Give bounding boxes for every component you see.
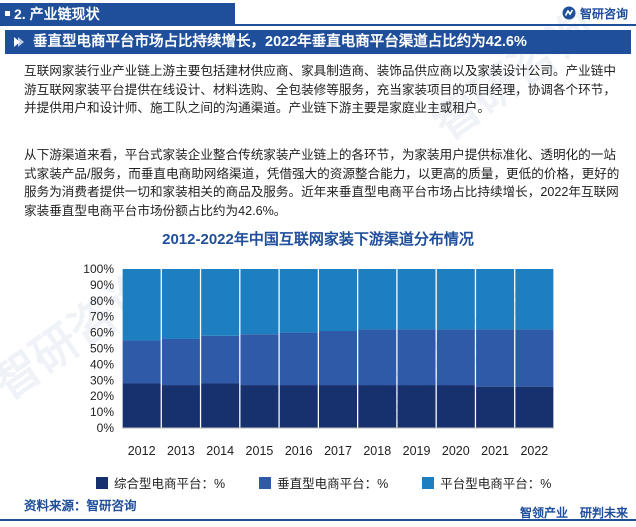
y-tick-label: 80% (90, 294, 114, 308)
headline-banner: 垂直型电商平台市场占比持续增长，2022年垂直电商平台渠道占比约为42.6% (5, 30, 631, 54)
x-tick-label: 2022 (520, 444, 548, 458)
y-tick-label: 0% (97, 421, 115, 435)
y-tick-label: 10% (90, 405, 114, 419)
bar-segment (319, 269, 357, 332)
bar-segment (240, 334, 279, 386)
legend: 综合型电商平台：% 垂直型电商平台：% 平台型电商平台：% (96, 473, 551, 492)
y-tick-label: 40% (90, 357, 114, 371)
bar-segment (122, 269, 161, 341)
bar-segment (122, 340, 161, 384)
bar-segment (476, 329, 515, 387)
bar-segment (161, 338, 200, 386)
y-tick-label: 100% (83, 262, 114, 276)
source-note: 资料来源：智研咨询 (24, 499, 137, 513)
bar-segment (122, 383, 161, 428)
slogan-left: 智领产业 (519, 506, 568, 520)
bar-segment (201, 383, 240, 428)
bar-segment (319, 385, 357, 428)
y-tick-label: 50% (90, 342, 114, 356)
x-tick-label: 2016 (285, 444, 313, 458)
bar-segment (515, 269, 554, 330)
top-bar: 2. 产业链现状 智研咨询 (0, 0, 636, 26)
stacked-bar-chart: 0% 10% 20% 30% 40%50% 60% 70% 80% 90% 100% 2012 201… (83, 262, 554, 458)
bar-segment (397, 269, 436, 330)
x-tick-label: 2015 (246, 444, 274, 458)
slogan-right: 研判未来 (579, 506, 628, 520)
bar-segment (161, 385, 200, 428)
brand-logo-icon (562, 6, 576, 20)
x-tick-label: 2013 (167, 444, 195, 458)
legend-item: 平台型电商平台：% (422, 473, 551, 492)
bar-segment (436, 269, 475, 330)
bar-segment (436, 329, 475, 386)
bar-segment (358, 329, 397, 386)
y-tick-label: 70% (90, 310, 114, 324)
x-tick-label: 2019 (403, 444, 431, 458)
bar-segment (476, 386, 515, 428)
x-tick-label: 2017 (324, 444, 352, 458)
bar-segment (279, 385, 318, 428)
x-tick-label: 2021 (481, 444, 509, 458)
top-divider (0, 24, 636, 26)
bar-segment (279, 332, 318, 386)
bar-segment (515, 386, 554, 428)
legend-swatch (96, 476, 108, 489)
brand: 智研咨询 (562, 4, 628, 22)
arrow-icon (14, 37, 24, 47)
bar-segment (201, 269, 240, 336)
bar-segment (319, 331, 357, 386)
x-tick-label: 2012 (128, 444, 156, 458)
x-tick-label: 2020 (442, 444, 470, 458)
bar-segment (240, 385, 279, 428)
bar-segment (161, 269, 200, 339)
legend-swatch (259, 476, 272, 489)
headline-text: 垂直型电商平台市场占比持续增长，2022年垂直电商平台渠道占比约为42.6% (33, 34, 527, 50)
bar-segment (436, 385, 475, 428)
x-tick-label: 2014 (206, 444, 234, 458)
chart-title: 2012-2022年中国互联网家装下游渠道分布情况 (162, 231, 474, 248)
bar-segment (397, 329, 436, 386)
legend-item: 垂直型电商平台：% (259, 473, 388, 492)
legend-item: 综合型电商平台：% (96, 473, 225, 492)
x-tick-label: 2018 (363, 444, 391, 458)
footer-slogan: 智领产业 研判未来 (520, 504, 628, 521)
bar-segment (240, 269, 279, 335)
legend-swatch (422, 476, 435, 489)
legend-label: 平台型电商平台：% (440, 477, 552, 491)
y-tick-label: 60% (90, 326, 114, 340)
y-tick-label: 90% (90, 278, 114, 292)
y-tick-label: 20% (90, 389, 114, 403)
paragraph: 从下游渠道来看，平台式家装企业整合传统家装产业链上的各环节，为家装用户提供标准化… (24, 148, 620, 218)
bottom-divider (0, 519, 636, 521)
bar-segment (515, 329, 554, 387)
bar-segment (358, 385, 397, 428)
legend-label: 垂直型电商平台：% (277, 477, 389, 491)
y-tick-label: 30% (90, 373, 114, 387)
brand-name: 智研咨询 (579, 6, 628, 21)
section-label: 2. 产业链现状 (0, 3, 235, 25)
bar-segment (279, 269, 318, 333)
bar-segment (476, 269, 515, 330)
legend-label: 综合型电商平台：% (114, 477, 226, 491)
paragraph: 互联网家装行业产业链上游主要包括建材供应商、家具制造商、装饰品供应商以及家装设计… (24, 64, 616, 115)
bar-segment (358, 269, 397, 330)
bar-segment (397, 385, 436, 428)
bar-segment (201, 335, 240, 384)
